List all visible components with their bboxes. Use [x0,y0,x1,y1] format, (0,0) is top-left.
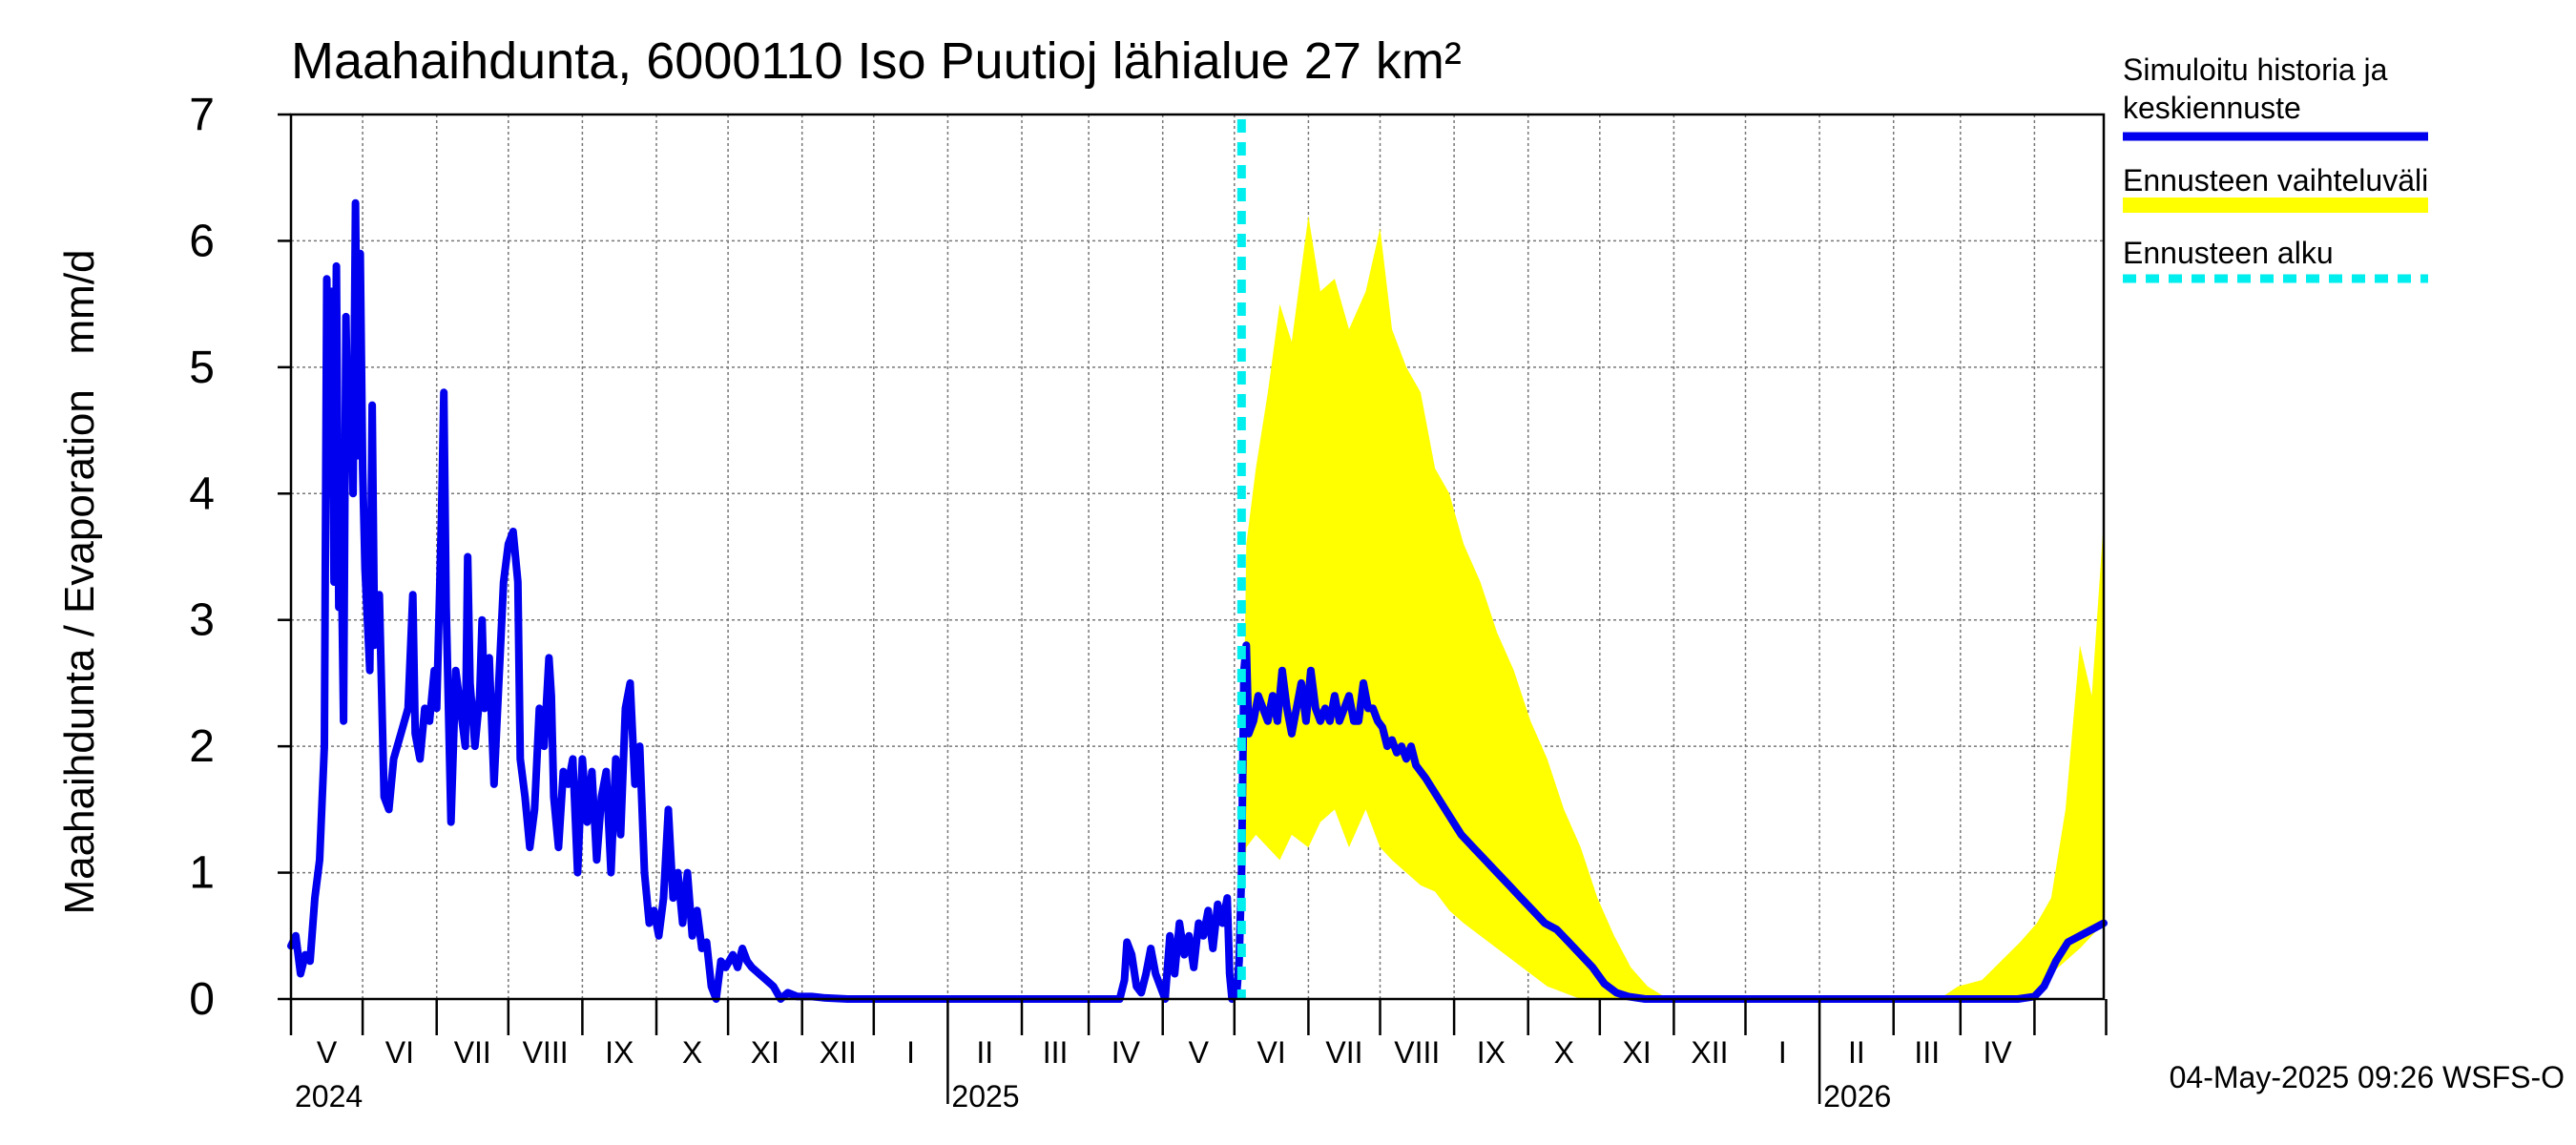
plot-frame [289,113,2106,1001]
y-tick-label: 0 [189,974,215,1025]
timestamp-footer: 04-May-2025 09:26 WSFS-O [2170,1060,2565,1094]
month-label: VII [1325,1035,1362,1070]
month-label: VI [385,1035,414,1070]
month-label: VI [1257,1035,1285,1070]
month-label: XI [751,1035,779,1070]
month-label: IX [1477,1035,1506,1070]
month-label: II [1848,1035,1865,1070]
year-label: 2025 [951,1079,1019,1114]
month-label: IV [1983,1035,2012,1070]
y-tick-label: 2 [189,721,215,772]
month-label: XI [1622,1035,1651,1070]
legend-label-history-line1: Simuloitu historia ja [2123,52,2388,87]
month-label: VIII [523,1035,569,1070]
month-label: X [1554,1035,1574,1070]
year-label: 2026 [1823,1079,1891,1114]
month-label: IV [1111,1035,1141,1070]
history-forecast-line [287,198,2108,1003]
y-tick-label: 7 [189,90,215,140]
month-label: III [1043,1035,1069,1070]
month-label: X [682,1035,702,1070]
y-axis-label: Maahaihdunta / Evaporation mm/d [56,249,103,914]
y-tick-label: 1 [189,848,215,899]
y-tick-label: 4 [189,468,215,519]
month-label: V [1189,1035,1210,1070]
legend-label-history-line2: keskiennuste [2123,91,2301,125]
y-tick-label: 3 [189,595,215,646]
month-label: VIII [1394,1035,1440,1070]
month-label: IX [605,1035,634,1070]
month-label: XII [1691,1035,1728,1070]
year-label: 2024 [295,1079,363,1114]
month-label: III [1914,1035,1940,1070]
y-tick-label: 5 [189,343,215,393]
month-label: I [906,1035,915,1070]
forecast-range-band [1241,215,2104,999]
month-label: I [1778,1035,1787,1070]
legend: Simuloitu historia ja keskiennuste Ennus… [2123,52,2428,283]
month-label: XII [820,1035,857,1070]
month-label: VII [454,1035,491,1070]
chart-title: Maahaihdunta, 6000110 Iso Puutioj lähial… [291,32,1462,90]
month-label: V [317,1035,338,1070]
y-tick-label: 6 [189,216,215,266]
legend-label-forecast-start: Ennusteen alku [2123,236,2334,270]
legend-label-range: Ennusteen vaihteluväli [2123,163,2428,198]
month-label: II [976,1035,993,1070]
